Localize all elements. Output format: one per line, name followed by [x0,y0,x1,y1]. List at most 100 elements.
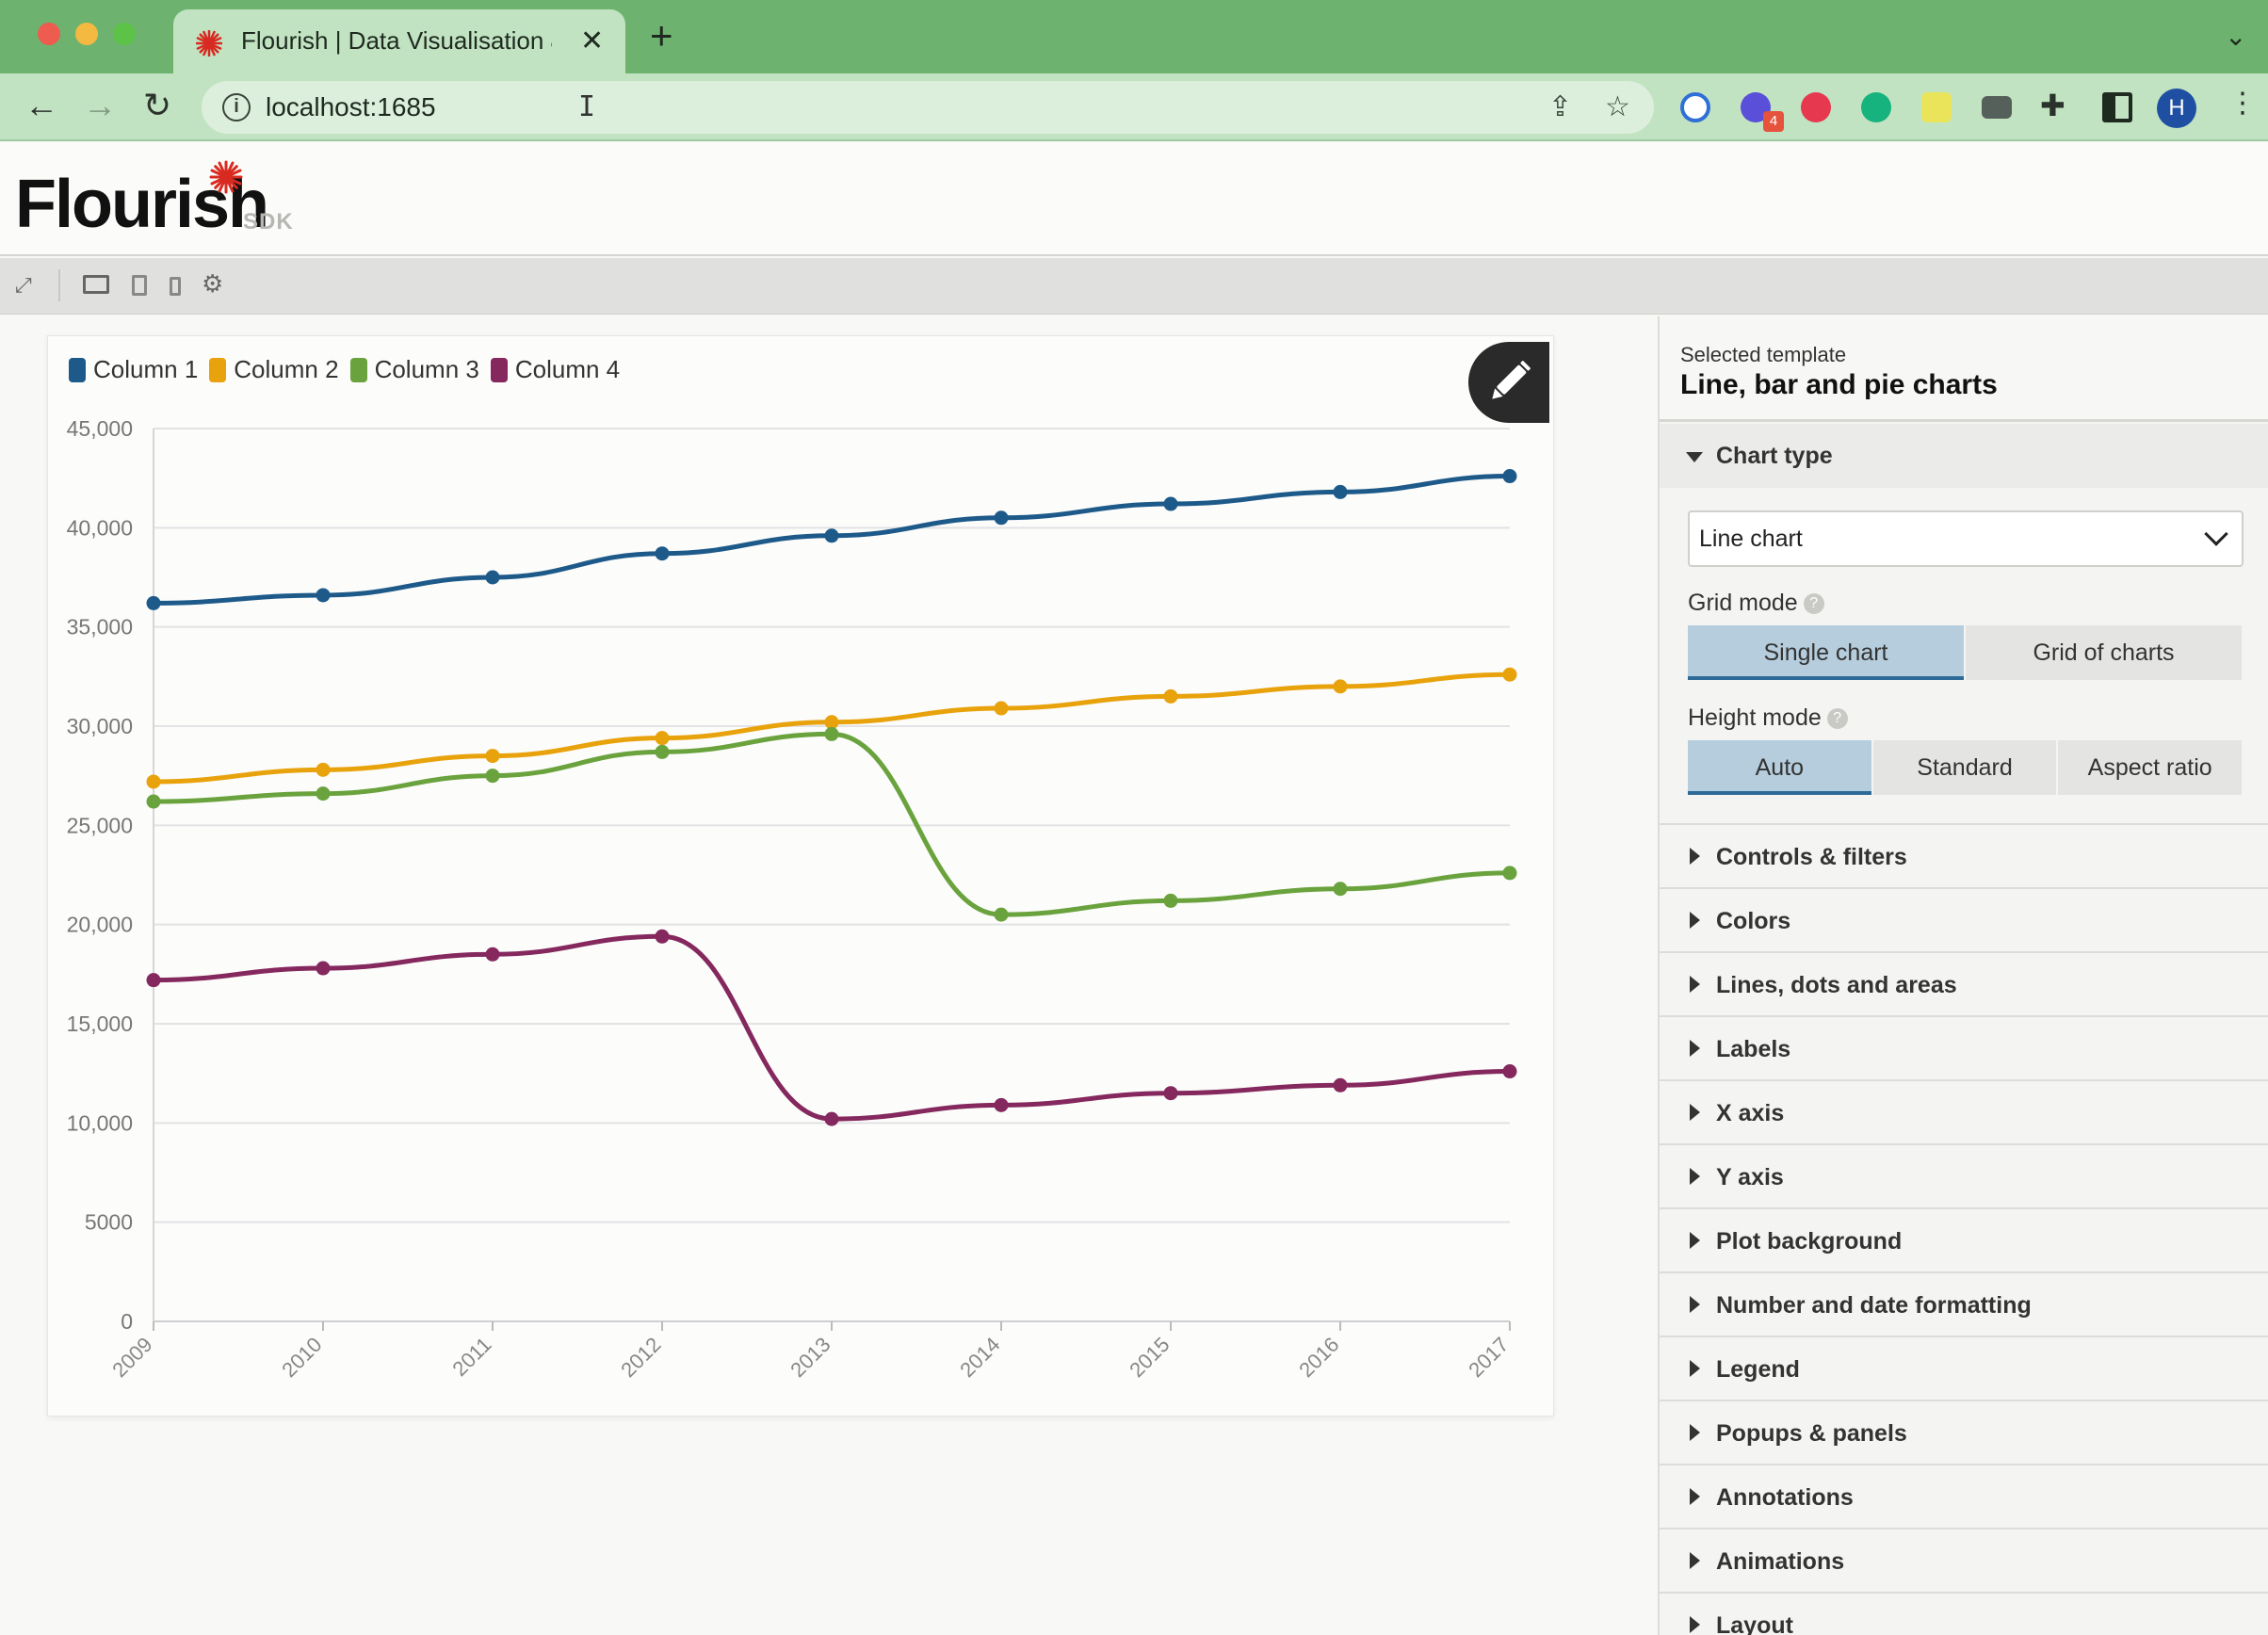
section-colors[interactable]: Colors [1660,889,2268,953]
new-tab-button[interactable]: + [650,13,673,57]
browser-tab[interactable]: Flourish | Data Visualisation & Storytel… [173,9,625,73]
section-popups-panels[interactable]: Popups & panels [1660,1401,2268,1465]
selected-template-label: Selected template [1680,343,1847,366]
data-point [316,961,331,976]
browser-menu-icon[interactable]: ⋮ [2228,88,2257,119]
site-info-icon[interactable]: i [222,93,251,121]
reload-icon[interactable]: ↻ [143,86,172,124]
todo-extension-icon[interactable] [1801,92,1831,122]
height-mode-auto[interactable]: Auto [1688,740,1871,795]
data-point [146,595,161,610]
data-point [824,1111,839,1126]
help-icon[interactable]: ? [1826,708,1848,730]
data-point [824,528,839,543]
video-camera-extension-icon[interactable] [1982,96,2012,119]
browser-toolbar: ← → ↻ i localhost:1685 I ⇪ ☆ 4 ✚ H ⋮ [0,73,2268,141]
section-legend[interactable]: Legend [1660,1337,2268,1401]
caret-right-icon [1690,1104,1700,1121]
profile-avatar[interactable]: H [2157,89,2196,128]
section-labels[interactable]: Labels [1660,1017,2268,1081]
section-controls-filters[interactable]: Controls & filters [1660,825,2268,889]
legend-label: Column 1 [93,355,199,383]
data-point [1502,469,1517,484]
help-icon[interactable]: ? [1803,593,1824,615]
mobile-view-icon[interactable] [170,277,181,296]
grid-mode-grid-of-charts[interactable]: Grid of charts [1966,625,2242,680]
section-number-date-formatting[interactable]: Number and date formatting [1660,1273,2268,1337]
data-point [1333,882,1348,897]
preview-toolbar: ⤢ ⚙ [0,258,2268,315]
chart-legend: Column 1 Column 2 Column 3 Column 4 [69,355,620,384]
tab-search-chevron-icon[interactable]: ⌄ [2225,22,2247,51]
section-label: Annotations [1716,1484,1854,1511]
caret-down-icon [1686,452,1703,462]
grammarly-extension-icon[interactable] [1861,92,1891,122]
tab-close-icon[interactable]: ✕ [580,25,605,57]
y-tick-label: 45,000 [67,416,133,441]
data-point [655,744,670,759]
edit-chart-button[interactable] [1468,342,1549,423]
settings-gear-icon[interactable]: ⚙ [202,269,224,298]
data-point [316,588,331,603]
data-point [146,973,161,988]
template-header: Selected template Line, bar and pie char… [1660,316,2268,422]
forward-arrow-icon[interactable]: → [83,86,117,124]
series-line-3 [151,731,1513,917]
minimize-window-button[interactable] [75,23,98,45]
legend-swatch [209,357,227,382]
legend-item-column-2[interactable]: Column 2 [209,355,339,384]
flourish-logo-star-icon [209,160,243,194]
toolbar-divider [58,269,60,301]
data-point [316,762,331,777]
section-x-axis[interactable]: X axis [1660,1081,2268,1145]
height-mode-aspect-ratio[interactable]: Aspect ratio [2058,740,2243,795]
tablet-view-icon[interactable] [132,275,147,296]
data-point [994,510,1009,526]
legend-item-column-4[interactable]: Column 4 [490,355,620,384]
x-tick-label: 2010 [277,1333,326,1382]
legend-item-column-3[interactable]: Column 3 [349,355,479,384]
chart-type-select[interactable]: Line chart [1688,510,2244,567]
data-point [485,749,500,764]
legend-swatch [349,357,367,382]
grid-mode-single-chart[interactable]: Single chart [1688,625,1964,680]
caret-right-icon [1690,1040,1700,1057]
x-tick-label: 2012 [616,1333,665,1382]
data-point [994,1097,1009,1112]
section-plot-background[interactable]: Plot background [1660,1209,2268,1273]
height-mode-standard[interactable]: Standard [1872,740,2057,795]
grid-mode-toggle: Single chart Grid of charts [1688,625,2244,680]
y-tick-label: 10,000 [67,1110,133,1135]
data-point [1163,496,1178,511]
maximize-window-button[interactable] [113,23,136,45]
y-tick-label: 0 [121,1309,133,1334]
desktop-view-icon[interactable] [83,275,109,294]
data-point [485,570,500,585]
section-lines-dots-areas[interactable]: Lines, dots and areas [1660,953,2268,1017]
back-arrow-icon[interactable]: ← [24,86,58,124]
section-label: Chart type [1716,443,1833,469]
section-animations[interactable]: Animations [1660,1530,2268,1594]
height-mode-toggle: Auto Standard Aspect ratio [1688,740,2244,795]
section-label: Labels [1716,1036,1791,1062]
fullscreen-icon[interactable]: ⤢ [15,273,32,297]
close-window-button[interactable] [38,23,60,45]
password-extension-icon[interactable] [1680,92,1710,122]
section-label: Number and date formatting [1716,1292,2032,1319]
grid-mode-label: Grid mode? [1688,590,1824,617]
section-y-axis[interactable]: Y axis [1660,1145,2268,1209]
side-panel-icon[interactable] [2102,92,2132,122]
caret-right-icon [1690,912,1700,929]
section-layout[interactable]: Layout [1660,1594,2268,1635]
section-annotations[interactable]: Annotations [1660,1465,2268,1530]
extensions-puzzle-icon[interactable]: ✚ [2040,89,2066,122]
dictionary-extension-icon[interactable] [1921,92,1952,122]
url-text[interactable]: localhost:1685 [266,92,436,121]
address-bar[interactable]: i localhost:1685 I ⇪ ☆ [202,81,1654,134]
share-icon[interactable]: ⇪ [1548,91,1573,122]
bookmark-star-icon[interactable]: ☆ [1605,91,1630,122]
section-label: Animations [1716,1548,1845,1575]
data-point [1502,866,1517,881]
section-chart-type[interactable]: Chart type [1660,424,2268,488]
legend-item-column-1[interactable]: Column 1 [69,355,198,384]
